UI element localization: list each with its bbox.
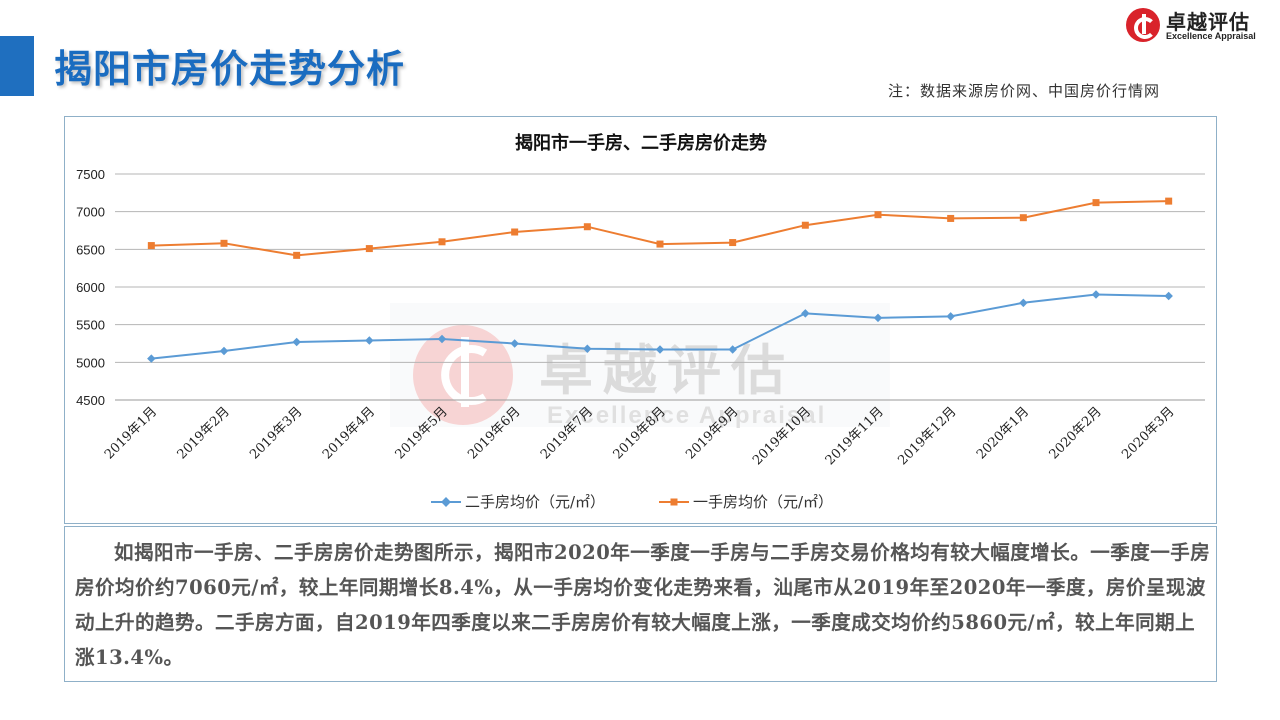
y-tick-label: 4500 xyxy=(76,393,105,408)
data-point-second-hand xyxy=(728,345,737,354)
logo-icon xyxy=(1126,8,1160,42)
x-tick-label: 2020年1月 xyxy=(974,404,1032,462)
data-point-new xyxy=(438,238,446,246)
data-point-new xyxy=(365,245,373,253)
data-point-new xyxy=(147,242,155,250)
description-box: 如揭阳市一手房、二手房房价走势图所示，揭阳市2020年一季度一手房与二手房交易价… xyxy=(64,526,1217,682)
y-tick-label: 6000 xyxy=(76,280,105,295)
data-point-new xyxy=(511,228,519,236)
x-tick-label: 2020年3月 xyxy=(1119,404,1177,462)
y-axis-ticks: 4500 5000 5500 6000 6500 7000 7500 xyxy=(76,167,105,408)
watermark: 卓越评估 Excellence Appraisal xyxy=(390,303,890,429)
legend-marker-second-hand xyxy=(441,497,451,507)
data-point-second-hand xyxy=(292,337,301,347)
x-tick-label: 2020年2月 xyxy=(1047,404,1105,462)
data-point-second-hand xyxy=(946,312,955,321)
description-text: 如揭阳市一手房、二手房房价走势图所示，揭阳市2020年一季度一手房与二手房交易价… xyxy=(75,541,1211,669)
price-trend-chart: 卓越评估 Excellence Appraisal 揭阳市一手房、二手房房价走势… xyxy=(76,132,1205,511)
legend-label-second-hand: 二手房均价（元/㎡） xyxy=(465,493,605,511)
x-tick-label: 2019年12月 xyxy=(895,404,959,468)
data-point-new xyxy=(729,239,737,247)
data-point-new xyxy=(220,239,228,247)
y-tick-label: 5000 xyxy=(76,355,105,370)
logo-name-cn: 卓越评估 xyxy=(1166,10,1250,34)
data-point-second-hand xyxy=(655,345,665,354)
series-layer xyxy=(147,197,1173,363)
logo-name-en: Excellence Appraisal xyxy=(1166,31,1256,41)
data-point-new xyxy=(1092,199,1100,207)
data-point-new xyxy=(293,251,301,259)
y-tick-label: 5500 xyxy=(76,318,105,333)
x-tick-label: 2019年4月 xyxy=(320,404,378,462)
data-point-new xyxy=(947,214,955,222)
page-title: 揭阳市房价走势分析 xyxy=(54,47,406,91)
y-tick-label: 7500 xyxy=(76,167,105,182)
data-point-second-hand xyxy=(147,354,156,363)
legend-label-new: 一手房均价（元/㎡） xyxy=(693,493,833,511)
x-tick-label: 2019年2月 xyxy=(175,404,233,462)
data-point-second-hand xyxy=(365,336,374,345)
chart-title: 揭阳市一手房、二手房房价走势 xyxy=(515,132,767,154)
data-point-second-hand xyxy=(1091,290,1101,299)
data-point-second-hand xyxy=(1019,298,1028,308)
data-point-second-hand xyxy=(437,334,447,344)
data-point-new xyxy=(583,223,591,231)
title-accent-bar xyxy=(0,36,34,96)
data-point-second-hand xyxy=(219,346,229,356)
data-point-new xyxy=(801,221,809,229)
y-tick-label: 7000 xyxy=(76,205,105,220)
data-point-new xyxy=(874,211,882,219)
data-point-new xyxy=(1019,214,1027,222)
x-tick-label: 2019年1月 xyxy=(102,404,160,462)
data-point-second-hand xyxy=(1164,291,1173,301)
source-note: 注：数据来源房价网、中国房价行情网 xyxy=(888,82,1161,100)
legend-marker-new xyxy=(670,498,678,506)
chart-frame: 卓越评估 Excellence Appraisal 揭阳市一手房、二手房房价走势… xyxy=(64,116,1217,524)
data-point-second-hand xyxy=(801,309,810,318)
data-point-new xyxy=(656,240,664,248)
watermark-en: Excellence Appraisal xyxy=(547,402,826,429)
x-tick-label: 2019年3月 xyxy=(247,404,305,462)
company-logo: 卓越评估 Excellence Appraisal xyxy=(1126,6,1276,44)
data-point-second-hand xyxy=(510,339,519,348)
data-point-new xyxy=(1165,197,1173,205)
y-tick-label: 6500 xyxy=(76,242,105,257)
legend: 二手房均价（元/㎡） 一手房均价（元/㎡） xyxy=(431,493,833,511)
grid-lines xyxy=(115,173,1205,401)
